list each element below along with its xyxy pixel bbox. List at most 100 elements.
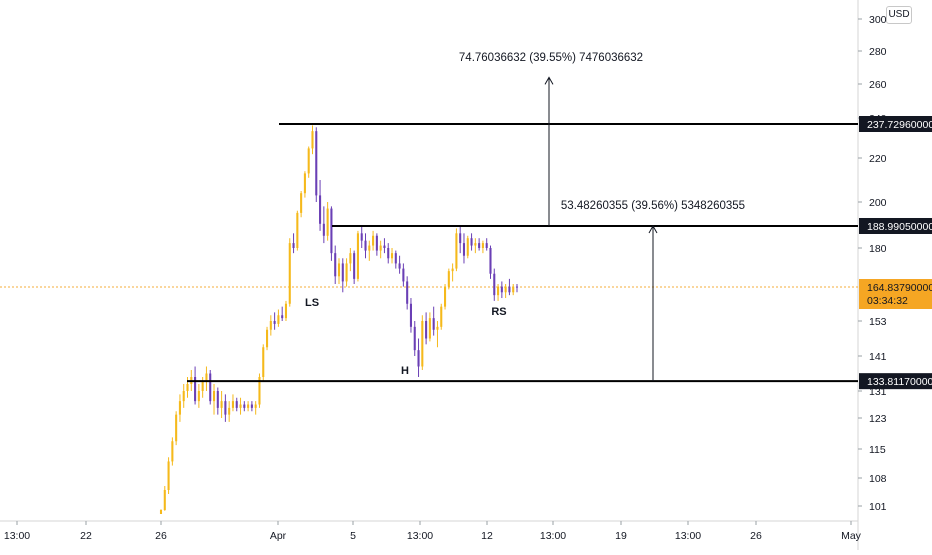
candle-body [470,238,473,246]
candle-body [209,373,212,402]
price-label-box [859,373,932,390]
x-tick-label: 26 [155,530,167,542]
candle-body [266,329,269,348]
x-tick-label: May [841,530,862,542]
candle-body [432,318,435,330]
candle-body [277,315,280,324]
x-tick-label: 26 [750,530,762,542]
candle-body [319,195,322,224]
candle-body [413,326,416,351]
candle-body [398,263,401,269]
candle-body [455,233,458,269]
countdown-label: 03:34:32 [867,295,908,307]
candle-body [372,235,375,246]
candle-body [182,391,185,402]
measurement-arrow-head [544,76,554,85]
candle-body [504,286,507,293]
y-tick-label: 115 [869,444,886,456]
candle-body [459,233,462,244]
candle-body [379,245,382,251]
candle-body [228,407,231,415]
candle-body [500,286,503,293]
y-tick-label: 101 [869,501,887,513]
candle-body [409,303,412,327]
candle-body [171,441,174,462]
x-tick-label: 19 [615,530,627,542]
candle-body [254,404,257,408]
last-price-label-text: 164.83790000 [867,282,932,294]
candle-body [315,131,318,196]
candle-body [375,235,378,251]
measurement-label: 74.76036632 (39.55%) 7476036632 [459,52,643,64]
candle-body [258,377,261,405]
pattern-label-h: H [401,365,409,377]
currency-badge[interactable]: USD [886,6,912,24]
candle-body [216,391,219,408]
candle-body [394,253,397,264]
x-tick-label: 13:00 [407,530,433,542]
candle-body [387,248,390,259]
candle-body [508,286,511,293]
candle-body [303,173,306,194]
candle-body [175,414,178,442]
candle-body [231,401,234,408]
candle-body [349,253,352,264]
candle-body [440,306,443,327]
candle-body [212,391,216,402]
x-tick-label: Apr [270,530,287,542]
candle-body [406,281,409,304]
candle-body [201,380,204,391]
y-tick-label: 220 [869,153,887,165]
x-tick-label: 13:00 [675,530,701,542]
candle-body [269,321,272,330]
candle-body [353,253,356,279]
pattern-label-ls: LS [305,297,319,309]
price-label-text: 188.99050000 [867,221,932,233]
candle-body [402,268,405,282]
measurement-arrow-head [648,224,658,234]
last-price-label-box [859,279,932,310]
candle-body [360,233,363,241]
candle-body [330,208,333,254]
candle-body [292,243,295,248]
candle-body [284,303,288,319]
candle-body [364,240,367,251]
candle-body [239,404,242,408]
x-tick-label: 12 [481,530,493,542]
candle-body [478,243,481,248]
price-label-box [859,116,932,133]
x-tick-label: 5 [350,530,356,542]
candle-body [322,223,325,236]
candle-body [447,271,450,287]
y-tick-label: 260 [869,79,887,91]
y-tick-label: 141 [869,351,887,363]
y-tick-label: 200 [869,197,887,209]
candle-body [178,401,181,415]
candle-body [345,263,348,282]
price-label-text: 133.81170000 [867,376,932,388]
candle-body [444,286,447,307]
candle-body [497,286,500,296]
candle-body [220,401,223,408]
y-tick-label: 153 [869,316,887,328]
candle-body [307,148,310,174]
candle-body [159,510,163,514]
candle-body [417,350,420,367]
candle-body [250,404,253,408]
candle-body [489,248,492,274]
y-tick-label: 108 [869,473,887,485]
candle-body [485,243,488,248]
y-tick-label: 123 [869,413,887,425]
candle-body [235,401,238,408]
candle-body [421,321,424,367]
candle-body [326,208,329,236]
candle-body [167,461,170,490]
candle-body [273,321,276,324]
candle-body [186,384,189,391]
candle-body [311,131,314,149]
measurement-label: 53.48260355 (39.56%) 5348260355 [561,200,745,212]
candle-body [197,391,200,402]
price-label-box [859,217,932,234]
